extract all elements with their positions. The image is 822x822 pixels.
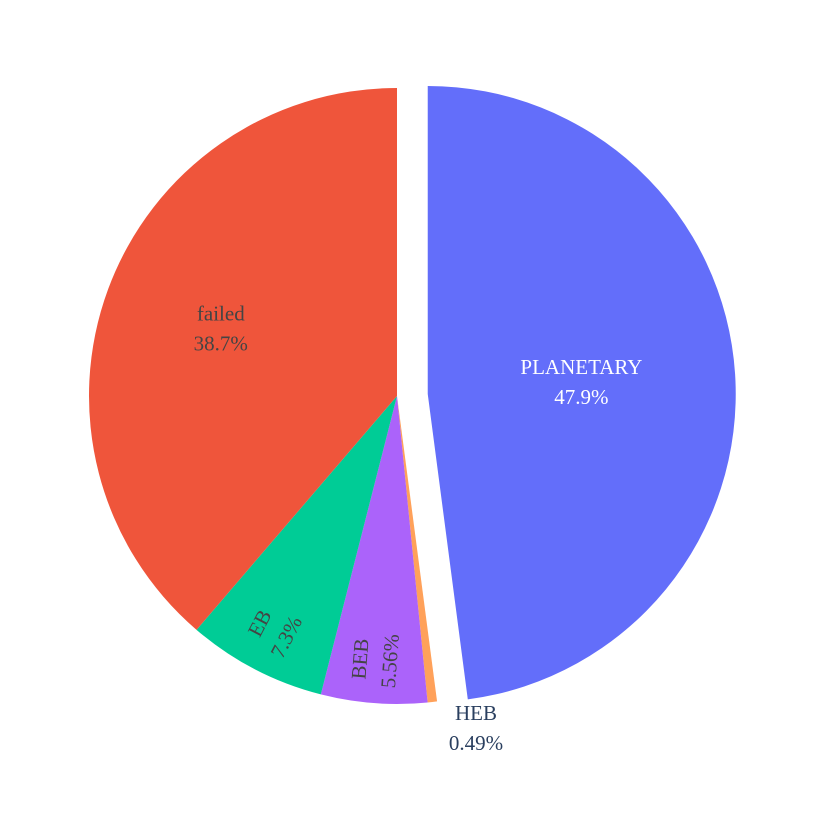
slice-label: PLANETARY 47.9%	[520, 355, 642, 409]
pie-slice	[427, 85, 736, 700]
slice-label: HEB 0.49%	[449, 701, 503, 755]
slice-label-name: HEB	[455, 701, 497, 725]
slice-label-value: 47.9%	[554, 385, 608, 409]
pie-slice	[320, 396, 428, 704]
slice-label: BEB 5.56%	[346, 633, 404, 689]
slice-label: failed 38.7%	[194, 302, 248, 356]
slice-label-name: PLANETARY	[520, 355, 642, 379]
pie-slice	[397, 396, 438, 703]
slice-label-value: 0.49%	[449, 731, 503, 755]
pie-slice	[88, 88, 397, 630]
pie-slice	[196, 396, 397, 695]
slice-label-value: 5.56%	[376, 633, 404, 689]
slice-label-name: BEB	[346, 638, 373, 681]
slice-label-value: 38.7%	[194, 332, 248, 356]
slice-label-name: failed	[197, 302, 245, 326]
